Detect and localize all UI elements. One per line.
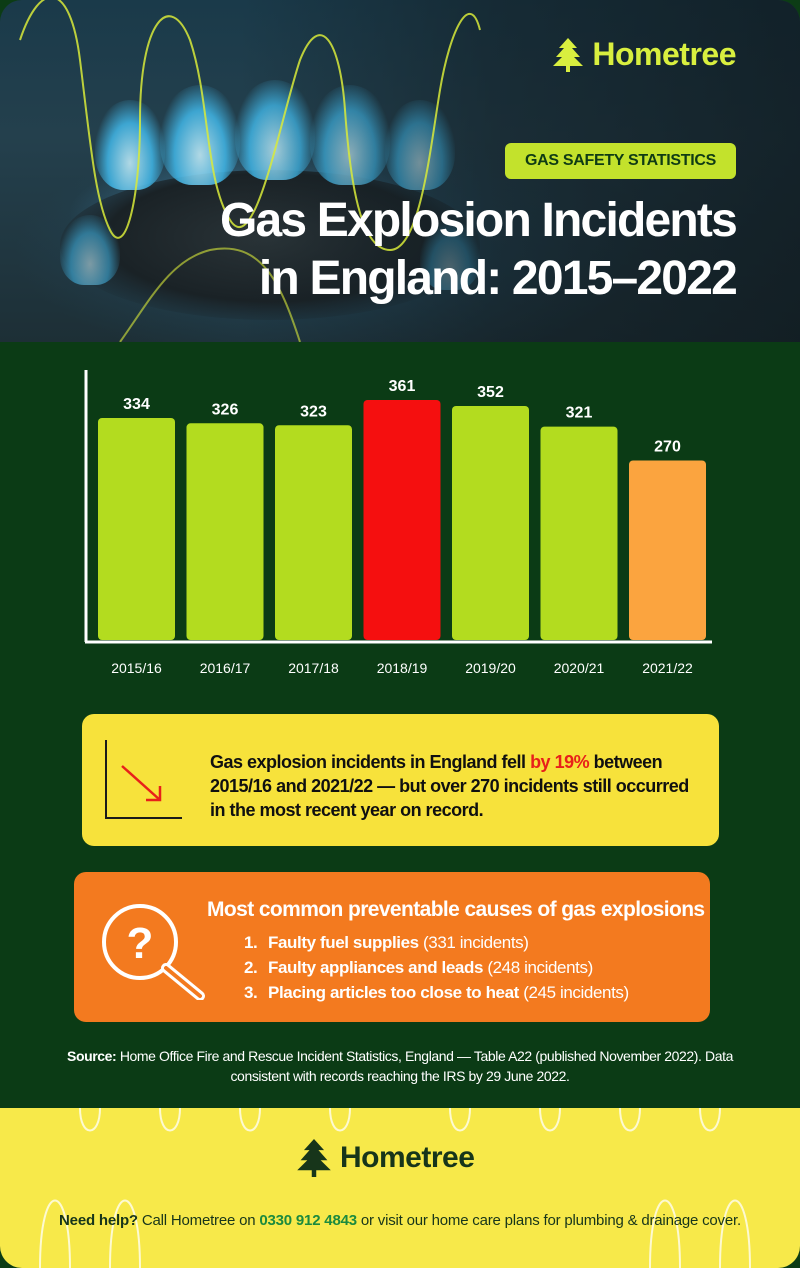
summary-text: Gas explosion incidents in England fell … [210,750,690,822]
data-label: 334 [123,396,150,413]
tree-icon [297,1139,331,1177]
bar-2016-17 [186,423,264,640]
x-tick-label: 2016/17 [200,660,251,676]
source-label: Source: [67,1048,117,1064]
title-line-2: in England: 2015–2022 [258,252,738,305]
cause-name: Faulty fuel supplies [268,933,419,952]
help-after: or visit our home care plans for plumbin… [356,1212,741,1229]
cause-number: 1. [244,933,258,952]
help-label: Need help? [59,1212,138,1229]
bar-2019-20 [452,405,529,640]
cause-count: (331 incidents) [418,933,529,952]
causes-callout: ? Most common preventable causes of gas … [74,872,710,1022]
data-label: 361 [389,378,416,395]
data-label: 326 [212,401,239,418]
x-tick-label: 2021/22 [642,660,693,676]
cause-item: 1. Faulty fuel supplies (331 incidents) [244,930,629,955]
summary-before: Gas explosion incidents in England fell [210,752,531,772]
svg-text:?: ? [127,919,154,968]
cause-number: 3. [244,983,258,1002]
x-tick-label: 2019/20 [465,660,516,676]
bar-2015-16 [98,417,175,640]
cause-count: (248 incidents) [483,958,593,977]
bar-2020-21 [540,426,618,640]
help-text: Need help? Call Hometree on 0330 912 484… [24,1209,776,1232]
causes-heading: Most common preventable causes of gas ex… [207,898,705,921]
cause-item: 2. Faulty appliances and leads (248 incid… [244,955,629,980]
x-tick-label: 2020/21 [554,660,605,676]
summary-highlight: by 19% [530,752,590,772]
footer-logo[interactable]: Hometree [296,1139,475,1177]
bar-2018-19 [363,400,441,640]
help-before: Call Hometree on [137,1212,260,1229]
cause-name: Placing articles too close to heat [268,983,519,1002]
summary-callout: Gas explosion incidents in England fell … [82,714,719,846]
cause-count: (245 incidents) [518,983,629,1002]
magnifier-question-icon: ? [102,904,205,1000]
bar-2017-18 [275,425,352,640]
page-title: Gas Explosion Incidents in England: 2015… [176,192,738,308]
source-text: Home Office Fire and Rescue Incident Sta… [116,1048,734,1084]
bar-2021-22 [629,460,706,640]
chart-canvas: 334 2015/16 326 2016/17 323 2017/18 361 2018/19… [84,370,712,676]
phone-link[interactable]: 0330 912 4843 [259,1212,357,1229]
x-tick-label: 2018/19 [377,660,428,676]
source-note: Source: Home Office Fire and Rescue Inci… [40,1046,760,1086]
brand-name: Hometree [592,36,736,72]
category-tag: GAS SAFETY STATISTICS [504,143,736,179]
footer-brand-name: Hometree [340,1141,475,1174]
x-tick-label: 2015/16 [111,660,162,676]
footer: Hometree Need help? Call Hometree on 033… [0,1108,800,1268]
brand-logo[interactable]: Hometree [552,36,736,73]
trend-down-icon [105,740,182,819]
title-line-1: Gas Explosion Incidents [219,194,738,247]
bar-chart: 334 2015/16 326 2016/17 323 2017/18 361 2018/19… [0,342,800,722]
footer-decoration [39,1108,751,1268]
hero-banner: Hometree GAS SAFETY STATISTICS Gas Explo… [0,0,800,342]
cause-number: 2. [244,958,258,977]
data-label: 323 [300,403,327,420]
causes-list: 1. Faulty fuel supplies (331 incidents) 2… [244,930,629,1005]
data-label: 321 [566,405,593,422]
cause-name: Faulty appliances and leads [268,958,483,977]
cause-item: 3. Placing articles too close to heat (24… [244,980,629,1005]
data-label: 352 [477,384,504,401]
decorative-lines [19,0,481,342]
data-label: 270 [654,438,681,455]
summary-after: between 2015/16 and 2021/22 — but over 2… [210,752,689,820]
tree-icon [553,37,584,72]
x-tick-label: 2017/18 [288,660,339,676]
